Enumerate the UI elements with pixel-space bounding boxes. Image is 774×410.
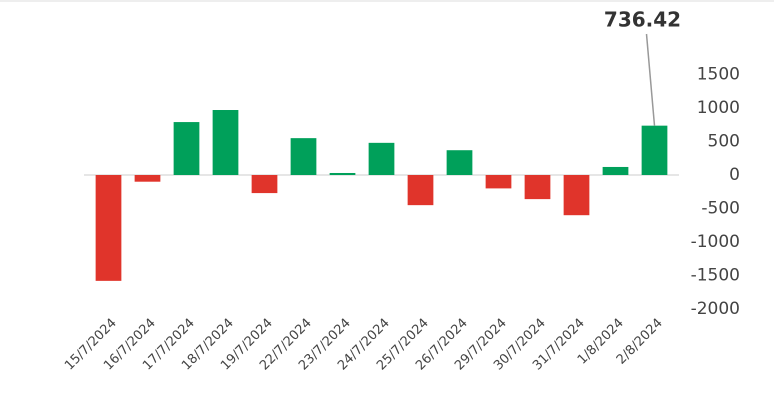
y-tick-label: -500: [701, 199, 740, 219]
y-tick-label: 1000: [697, 98, 740, 118]
bar: [524, 175, 551, 200]
bar: [251, 175, 278, 194]
y-tick-label: 1500: [697, 65, 740, 85]
y-tick-label: 500: [708, 132, 740, 152]
bar: [95, 175, 122, 281]
bar: [329, 172, 356, 175]
annotation: 736.42: [604, 8, 681, 32]
bar: [641, 125, 668, 175]
bar: [212, 110, 239, 175]
bar: [368, 142, 395, 175]
bar: [485, 175, 512, 189]
y-tick-label: -1500: [691, 266, 740, 286]
y-tick-label: -1000: [691, 232, 740, 252]
bar: [134, 175, 161, 182]
y-tick-label: -2000: [691, 299, 740, 319]
bar: [407, 175, 434, 206]
bar: [290, 138, 317, 175]
bar: [563, 175, 590, 216]
bar: [446, 150, 473, 175]
bar: [602, 166, 629, 175]
y-tick-label: 0: [729, 165, 740, 185]
annotation-leader: [645, 33, 656, 126]
bar: [173, 122, 200, 175]
